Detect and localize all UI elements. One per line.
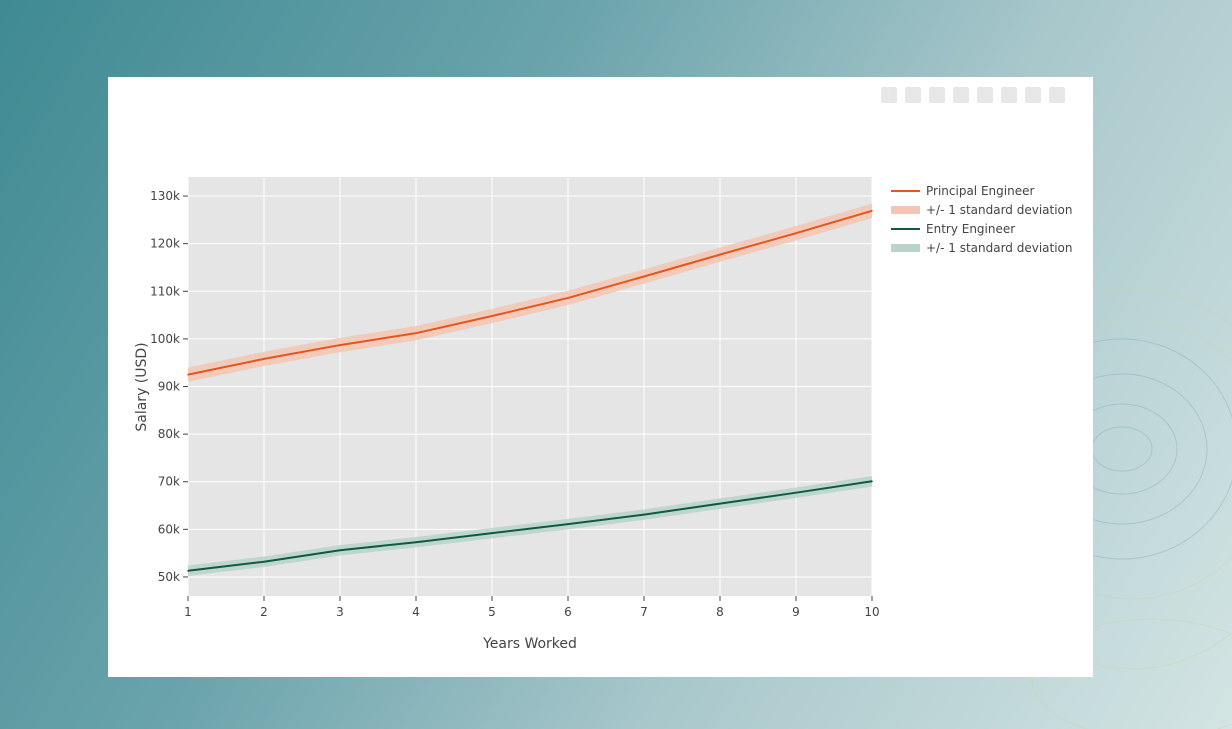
camera-icon[interactable] xyxy=(881,87,897,103)
x-tick-label: 9 xyxy=(792,605,800,619)
data-point xyxy=(339,344,341,346)
zoom-icon[interactable] xyxy=(905,87,921,103)
data-point xyxy=(567,297,569,299)
legend-swatch-band xyxy=(891,244,920,252)
line-chart: 1 2 3 4 5 6 7 8 9 10 50k 60k 70k 80k 90k 100k 110k 120k 1… xyxy=(134,177,1073,652)
std-dev-bands xyxy=(188,203,872,577)
data-point xyxy=(871,480,873,483)
x-tick-label: 8 xyxy=(716,605,724,619)
data-point xyxy=(187,373,189,376)
pan-icon[interactable] xyxy=(929,87,945,103)
data-point xyxy=(415,541,417,543)
y-tick-label: 110k xyxy=(150,284,180,298)
legend-item-band-0[interactable]: +/- 1 standard deviation xyxy=(891,203,1073,217)
series-line-1 xyxy=(187,480,873,572)
zoom-out-icon[interactable] xyxy=(1025,87,1041,103)
data-point xyxy=(795,491,797,494)
data-point xyxy=(415,332,417,334)
x-axis-ticks: 1 2 3 4 5 6 7 8 9 10 xyxy=(184,596,880,619)
y-tick-label: 130k xyxy=(150,189,180,203)
data-point xyxy=(491,315,493,317)
chart-modebar xyxy=(881,87,1065,103)
plotly-logo-icon[interactable] xyxy=(1049,87,1065,103)
y-tick-label: 70k xyxy=(158,475,180,489)
x-tick-label: 7 xyxy=(640,605,648,619)
zoom-in-icon[interactable] xyxy=(1001,87,1017,103)
legend-item-series-1[interactable]: Entry Engineer xyxy=(891,222,1015,236)
y-axis-ticks: 50k 60k 70k 80k 90k 100k 110k 120k 130k xyxy=(150,189,188,584)
legend-label: Entry Engineer xyxy=(926,222,1015,236)
lasso-select-icon[interactable] xyxy=(977,87,993,103)
y-tick-label: 60k xyxy=(158,522,180,536)
grid-lines xyxy=(187,177,873,596)
y-tick-label: 90k xyxy=(158,380,180,394)
x-tick-label: 6 xyxy=(564,605,572,619)
data-point xyxy=(643,513,645,516)
x-tick-label: 4 xyxy=(412,605,420,619)
data-point xyxy=(871,210,873,212)
data-point xyxy=(263,560,265,563)
y-tick-label: 100k xyxy=(150,332,180,346)
legend-item-band-1[interactable]: +/- 1 standard deviation xyxy=(891,241,1073,255)
data-point xyxy=(339,549,341,552)
x-axis-title: Years Worked xyxy=(482,636,577,652)
data-point xyxy=(567,523,569,525)
x-tick-label: 1 xyxy=(184,605,192,619)
data-point xyxy=(719,502,721,505)
data-point xyxy=(719,253,721,256)
x-tick-label: 3 xyxy=(336,605,344,619)
y-tick-label: 80k xyxy=(158,427,180,441)
legend-swatch-band xyxy=(891,206,920,214)
data-point xyxy=(491,532,493,534)
series-line-0 xyxy=(187,209,873,376)
data-point xyxy=(795,232,797,234)
y-axis-title: Salary (USD) xyxy=(134,342,150,431)
legend: Principal Engineer +/- 1 standard deviati… xyxy=(891,184,1073,255)
data-point xyxy=(263,358,265,360)
legend-label: +/- 1 standard deviation xyxy=(926,203,1073,217)
x-tick-label: 2 xyxy=(260,605,268,619)
x-tick-label: 5 xyxy=(488,605,496,619)
box-select-icon[interactable] xyxy=(953,87,969,103)
std-dev-band-1 xyxy=(188,476,872,577)
data-point xyxy=(643,275,645,278)
legend-label: +/- 1 standard deviation xyxy=(926,241,1073,255)
y-tick-label: 120k xyxy=(150,237,180,251)
series-lines xyxy=(187,209,873,572)
data-point xyxy=(187,569,189,572)
legend-label: Principal Engineer xyxy=(926,184,1034,198)
std-dev-band-0 xyxy=(188,203,872,382)
legend-item-series-0[interactable]: Principal Engineer xyxy=(891,184,1034,198)
chart-card: 1 2 3 4 5 6 7 8 9 10 50k 60k 70k 80k 90k 100k 110k 120k 1… xyxy=(108,77,1093,677)
y-tick-label: 50k xyxy=(158,570,180,584)
x-tick-label: 10 xyxy=(864,605,879,619)
